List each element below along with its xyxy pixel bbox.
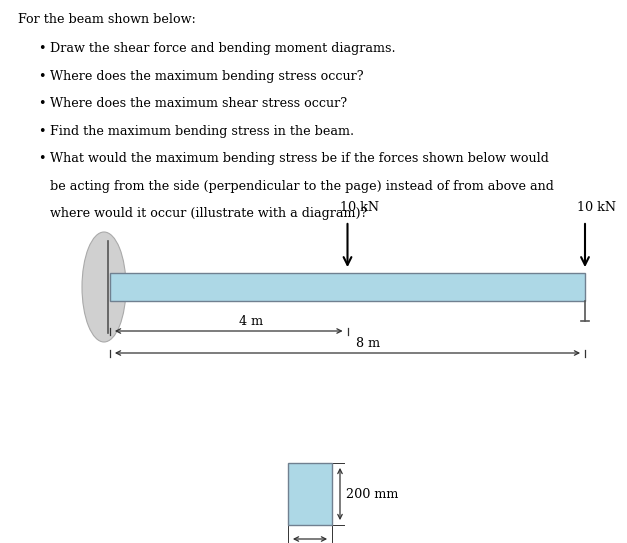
Text: where would it occur (illustrate with a diagram)?: where would it occur (illustrate with a … xyxy=(50,207,367,220)
Bar xyxy=(288,463,332,525)
Text: Where does the maximum shear stress occur?: Where does the maximum shear stress occu… xyxy=(50,97,347,110)
Text: 8 m: 8 m xyxy=(356,337,379,350)
Text: 4 m: 4 m xyxy=(239,315,263,328)
Bar xyxy=(110,273,585,301)
Text: •: • xyxy=(38,124,46,137)
Text: For the beam shown below:: For the beam shown below: xyxy=(18,13,196,26)
Text: •: • xyxy=(38,42,46,55)
Text: Find the maximum bending stress in the beam.: Find the maximum bending stress in the b… xyxy=(50,124,354,137)
Text: Where does the maximum bending stress occur?: Where does the maximum bending stress oc… xyxy=(50,70,364,83)
Text: 10 kN: 10 kN xyxy=(577,201,616,214)
Text: •: • xyxy=(38,152,46,165)
Text: •: • xyxy=(38,97,46,110)
Text: Draw the shear force and bending moment diagrams.: Draw the shear force and bending moment … xyxy=(50,42,396,55)
Text: be acting from the side (perpendicular to the page) instead of from above and: be acting from the side (perpendicular t… xyxy=(50,180,554,193)
Text: 10 kN: 10 kN xyxy=(339,201,379,214)
Text: 200 mm: 200 mm xyxy=(346,488,398,501)
Ellipse shape xyxy=(82,232,126,342)
Text: What would the maximum bending stress be if the forces shown below would: What would the maximum bending stress be… xyxy=(50,152,549,165)
Text: •: • xyxy=(38,70,46,83)
